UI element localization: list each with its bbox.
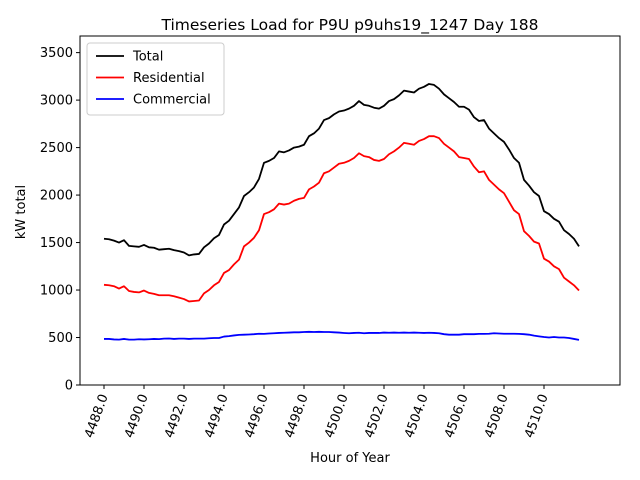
x-tick-label: 4492.0 [162,392,192,440]
series-line-commercial [104,330,580,341]
legend-box [86,42,225,116]
x-tick-label: 4488.0 [82,392,112,440]
y-tick-label: 2000 [40,189,73,204]
series-line-residential [103,135,580,303]
y-axis-label: kW total [14,185,29,239]
chart-title: Timeseries Load for P9U p9uhs19_1247 Day… [161,16,539,35]
y-tick-label: 3500 [40,46,73,61]
y-tick-label: 2500 [40,141,73,156]
y-tick-label: 500 [48,331,73,346]
legend-label-total: Total [132,50,163,65]
legend: Total Residential Commercial [86,42,225,116]
legend-label-commercial: Commercial [133,93,211,108]
x-tick-label: 4506.0 [442,392,472,440]
x-tick-label: 4490.0 [122,392,152,440]
x-tick-label: 4500.0 [322,392,352,440]
x-tick-label: 4494.0 [202,392,232,440]
x-tick-label: 4496.0 [242,392,272,440]
x-tick-label: 4508.0 [482,392,512,440]
y-tick-label: 0 [65,379,73,394]
x-tick-label: 4502.0 [362,392,392,440]
x-tick-label: 4504.0 [402,392,432,440]
x-tick-label: 4498.0 [282,392,312,440]
x-axis-label: Hour of Year [310,451,390,466]
series-line-total [103,83,580,257]
y-tick-label: 1000 [40,284,73,299]
x-tick-label: 4510.0 [522,392,552,440]
plot-area: 0 500 1000 1500 2000 2500 3000 3500 4488.0 4490.0… [40,35,621,440]
y-tick-label: 1500 [40,236,73,251]
legend-label-residential: Residential [133,71,205,86]
y-tick-label: 3000 [40,94,73,109]
